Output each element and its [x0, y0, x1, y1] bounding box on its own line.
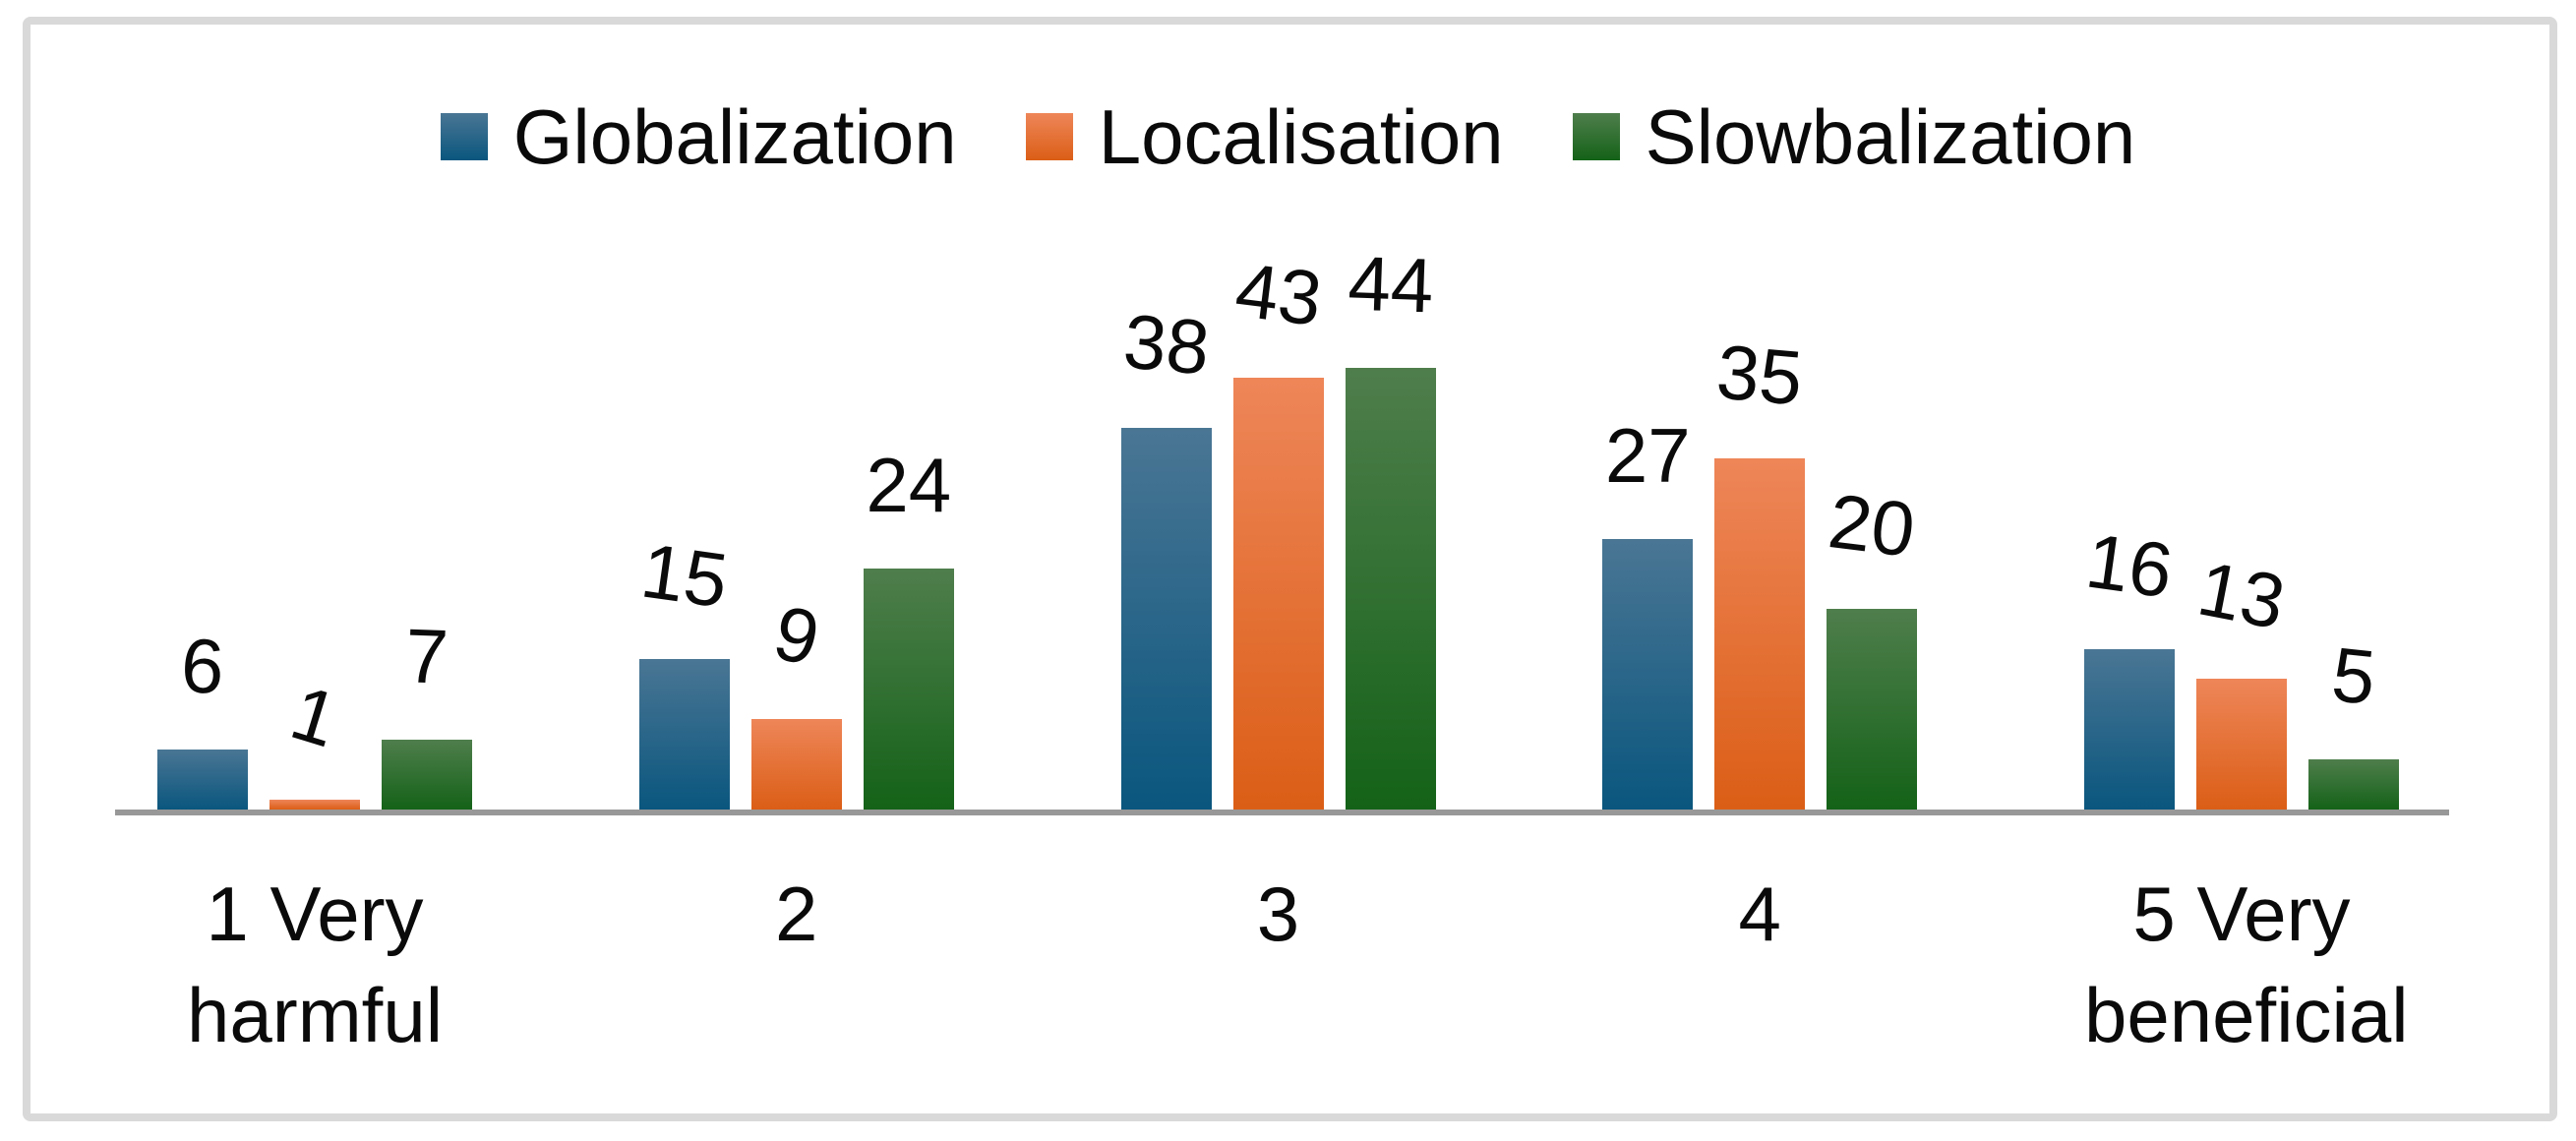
bar-globalization-3: 38	[1119, 297, 1213, 810]
x-axis-line	[115, 810, 2449, 815]
x-axis-label-3: 3	[1256, 871, 1300, 957]
data-label-localisation-3: 43	[1230, 246, 1326, 342]
bar-slowbalization-1: 7	[382, 612, 472, 810]
bar-globalization-4: 27	[1602, 417, 1694, 810]
data-label-globalization-4: 27	[1604, 412, 1691, 499]
data-label-globalization-1: 6	[179, 621, 226, 711]
data-label-localisation-2: 9	[765, 588, 827, 683]
bar-slowbalization-4: 20	[1825, 477, 1920, 810]
data-label-localisation-5: 13	[2191, 544, 2292, 646]
plot-area: 6 1 7 15 9 24 38 43 44 27 35 20 16 13 5	[157, 148, 2399, 810]
bar-globalization-1: 6	[157, 622, 248, 810]
bar-slowbalization-3: 44	[1345, 240, 1436, 810]
bar-slowbalization-2: 24	[863, 447, 954, 810]
legend-label-localisation: Localisation	[1098, 93, 1504, 180]
legend-label-globalization: Globalization	[512, 93, 957, 180]
legend-item-slowbalization: Slowbalization	[1572, 93, 2136, 180]
x-axis-label-5: 5 Very beneficial	[2084, 871, 2409, 1058]
bar-localisation-2: 9	[750, 588, 842, 810]
data-label-globalization-5: 16	[2080, 516, 2179, 615]
x-axis-labels: 1 Very harmful 2 3 4 5 Very beneficial	[157, 864, 2409, 1066]
data-label-slowbalization-1: 7	[403, 612, 450, 700]
legend-item-localisation: Localisation	[1025, 93, 1504, 180]
bar-localisation-5: 13	[2191, 545, 2292, 810]
data-label-localisation-1: 1	[281, 668, 348, 764]
x-axis-label-2: 2	[775, 871, 818, 957]
bar-group-4: 27 35 20	[1602, 328, 1920, 810]
x-axis-label-1: 1 Very harmful	[186, 871, 444, 1058]
bar-globalization-5: 16	[2081, 516, 2178, 810]
data-label-localisation-4: 35	[1713, 328, 1807, 422]
legend-label-slowbalization: Slowbalization	[1645, 93, 2136, 180]
data-label-slowbalization-3: 44	[1346, 239, 1435, 330]
legend: Globalization Localisation Slowbalizatio…	[0, 98, 2576, 175]
legend-swatch-slowbalization-icon	[1572, 113, 1620, 160]
bar-localisation-3: 43	[1230, 246, 1326, 810]
x-axis-label-4: 4	[1738, 871, 1781, 957]
data-label-globalization-3: 38	[1119, 297, 1213, 391]
bar-slowbalization-5: 5	[2308, 631, 2399, 810]
legend-item-globalization: Globalization	[440, 93, 957, 180]
data-label-slowbalization-2: 24	[866, 442, 952, 528]
bar-localisation-4: 35	[1713, 328, 1806, 810]
bar-group-3: 38 43 44	[1119, 240, 1436, 810]
data-label-slowbalization-4: 20	[1824, 477, 1920, 573]
data-label-slowbalization-5: 5	[2327, 630, 2380, 722]
data-label-globalization-2: 15	[635, 526, 733, 625]
bar-group-5: 16 13 5	[2081, 516, 2399, 810]
bar-globalization-2: 15	[636, 526, 733, 810]
bar-localisation-1: 1	[270, 669, 360, 810]
legend-swatch-localisation-icon	[1025, 113, 1073, 160]
legend-swatch-globalization-icon	[440, 113, 488, 160]
bar-group-2: 15 9 24	[636, 447, 954, 810]
